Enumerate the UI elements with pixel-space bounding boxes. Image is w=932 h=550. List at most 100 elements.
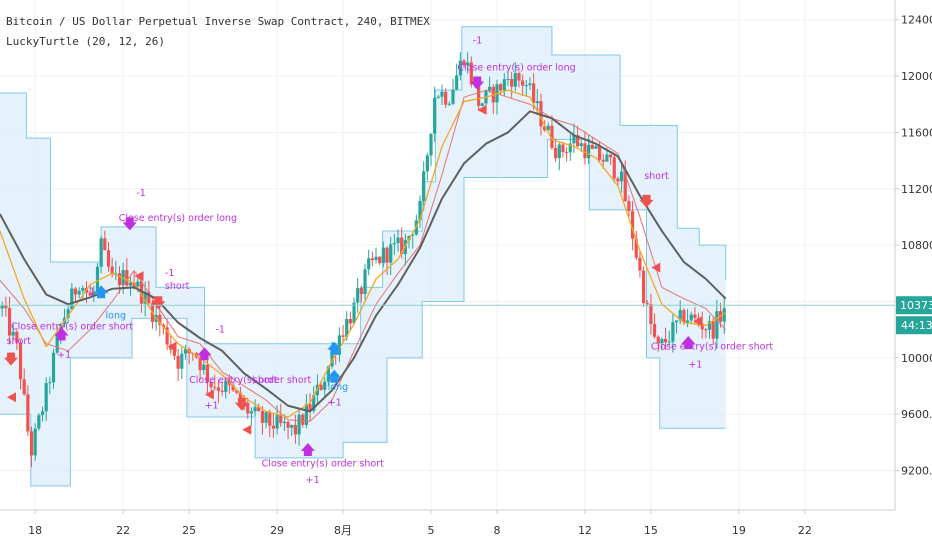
y-tick-label-2: 10000.0 [901, 352, 932, 365]
candle-body [543, 126, 547, 131]
candle-body [433, 97, 437, 134]
candle-body [532, 83, 536, 104]
candle-body [722, 308, 726, 322]
annotation-2: +1 [57, 350, 71, 361]
candle-body [337, 335, 341, 355]
candle-body [590, 144, 594, 149]
candle-body [114, 273, 118, 275]
candle-body [48, 382, 52, 384]
candle-body [597, 146, 602, 160]
candle-body [143, 291, 147, 304]
candle-body [363, 269, 367, 295]
annotation-13: Close entry(s) order short [262, 458, 384, 469]
candle-body [707, 321, 712, 330]
annotation-16: +1 [328, 398, 342, 409]
candle-body [550, 125, 554, 148]
candle-body [95, 266, 100, 292]
candle-body [667, 341, 671, 343]
candle-body [88, 292, 92, 296]
candle-body [583, 143, 587, 159]
marker-down-17 [639, 194, 654, 208]
annotation-6: Close entry(s) order long [119, 213, 237, 224]
candle-body [374, 256, 378, 260]
candle-body [275, 415, 279, 429]
candle-body [304, 404, 308, 425]
candle-body [451, 89, 455, 104]
candle-body [619, 171, 624, 182]
annotation-7: short [165, 281, 190, 292]
marker-left-5 [134, 271, 144, 282]
candle-body [301, 414, 305, 425]
y-tick-label-8: 12400.0 [901, 14, 932, 27]
candle-body [293, 424, 298, 435]
annotation-1: Close entry(s) order short [11, 322, 133, 333]
candle-body [128, 282, 133, 286]
candle-body [418, 200, 422, 221]
annotation-19: short [644, 171, 669, 182]
candle-body [220, 390, 224, 392]
candle-body [216, 387, 221, 391]
candle-body [117, 273, 122, 286]
candle-body [147, 291, 151, 304]
channel-fill [0, 26, 726, 487]
marker-up-2 [54, 327, 69, 341]
candle-body [132, 282, 136, 287]
candle-body [264, 411, 268, 423]
candle-body [462, 60, 466, 66]
marker-down-6 [151, 296, 166, 310]
x-tick-label-10: 22 [798, 524, 812, 537]
candle-body [565, 152, 569, 154]
candle-body [312, 395, 316, 411]
y-tick-label-6: 11600.0 [901, 126, 932, 139]
marker-left-20 [693, 316, 703, 327]
candle-body [249, 411, 254, 414]
indicator-legend: LuckyTurtle (20, 12, 26) [6, 35, 165, 48]
last-price-label: 10373.5 [900, 299, 932, 312]
annotation-4: long [106, 310, 127, 321]
annotation-5: -1 [136, 188, 145, 199]
candle-body [634, 238, 638, 258]
candle-body [18, 342, 23, 380]
candle-body [411, 234, 415, 236]
marker-up-8 [197, 347, 212, 361]
candle-body [356, 288, 360, 303]
candle-body [33, 428, 37, 456]
candle-body [466, 62, 470, 66]
candle-body [704, 329, 708, 331]
x-tick-label-5: 5 [428, 524, 435, 537]
y-tick-label-1: 9600.0 [901, 408, 932, 421]
countdown-badge-bg [896, 316, 932, 335]
marker-left-1 [6, 392, 16, 403]
candle-body [561, 144, 565, 153]
candle-body [678, 310, 682, 321]
candle-body [235, 390, 239, 393]
candle-body [319, 384, 323, 390]
annotation-12: +1 [205, 401, 219, 412]
trade-markers [3, 76, 703, 457]
candle-body [165, 327, 169, 345]
candle-body [455, 75, 459, 90]
candle-body [110, 266, 114, 274]
candle-body [286, 421, 290, 428]
marker-down-0 [3, 352, 18, 366]
x-tick-label-7: 12 [578, 524, 592, 537]
last-price-badge-bg [896, 296, 932, 315]
candle-body [81, 287, 85, 291]
candle-body [638, 257, 642, 271]
marker-up-19 [681, 335, 696, 349]
annotation-10: Close entry(s) order short [189, 375, 311, 386]
marker-left-16 [477, 104, 487, 115]
annotation-14: +1 [306, 475, 320, 486]
channel-lower [0, 138, 726, 487]
candle-body [682, 310, 686, 323]
candle-body [209, 382, 213, 388]
candle-body [528, 83, 532, 86]
y-tick-label-7: 12000.0 [901, 70, 932, 83]
y-tick-label-0: 9200.0 [901, 465, 932, 478]
candle-body [521, 80, 525, 86]
candle-body [308, 404, 312, 411]
annotation-20: Close entry(s) order short [651, 341, 773, 352]
candle-body [616, 178, 620, 182]
candle-body [407, 235, 411, 240]
